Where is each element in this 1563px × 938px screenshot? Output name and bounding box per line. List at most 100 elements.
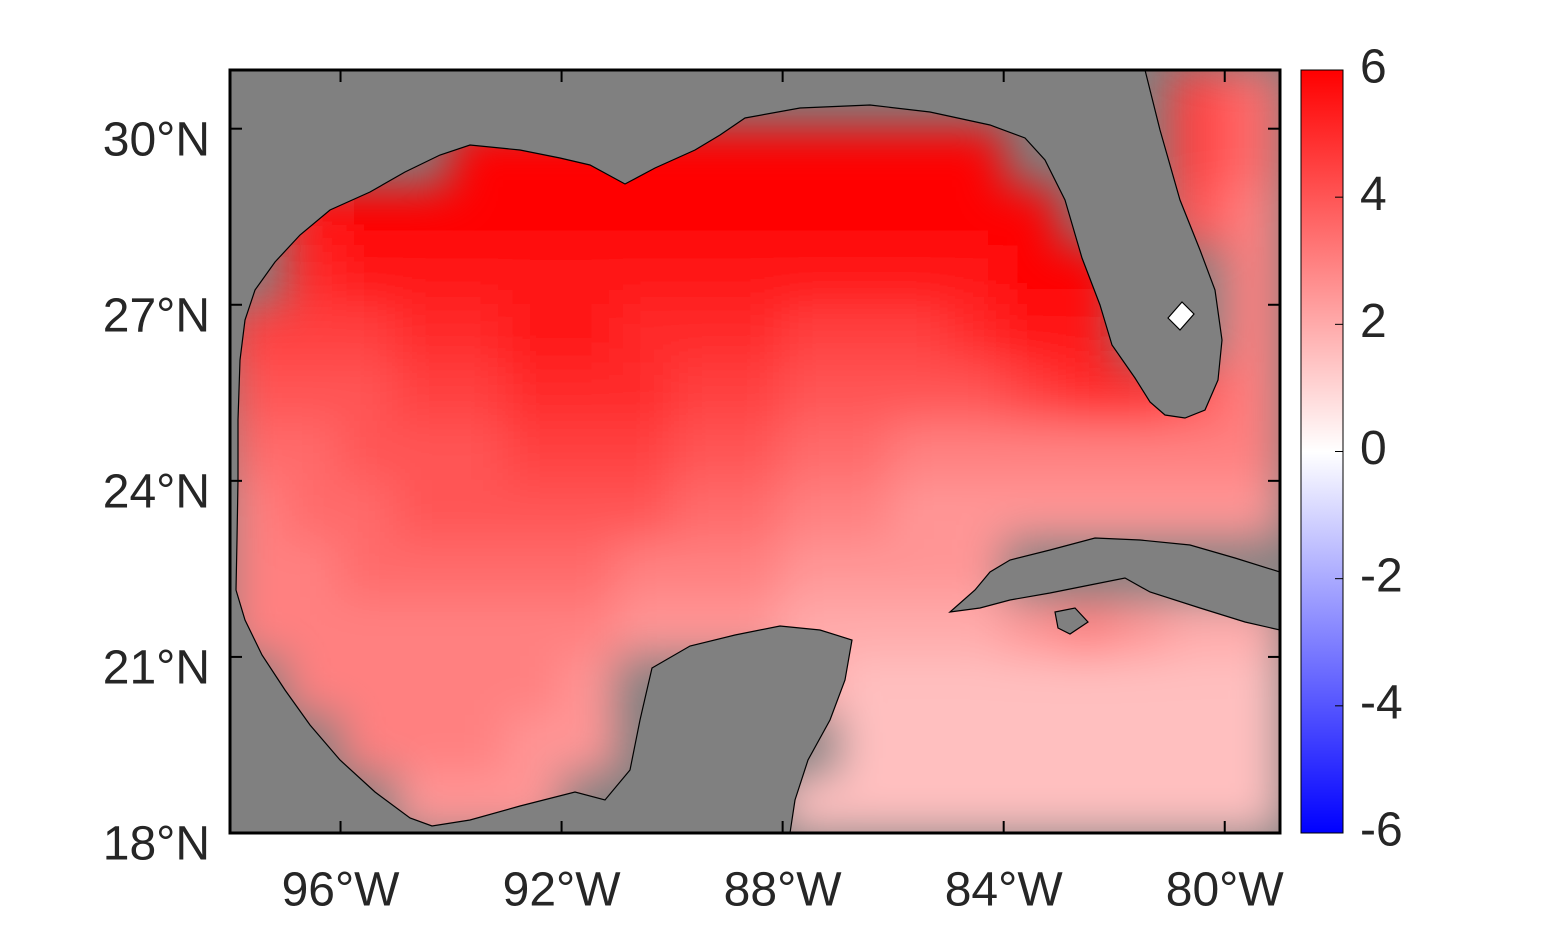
field-cell <box>394 655 453 717</box>
field-cell <box>1168 70 1226 130</box>
lake <box>1167 301 1195 331</box>
field-cell <box>450 186 508 248</box>
field-cell <box>450 479 508 541</box>
field-cell <box>892 655 950 717</box>
field-cell <box>1168 773 1226 833</box>
field-cell <box>1168 655 1226 717</box>
field-cell <box>1057 362 1116 424</box>
field-cell <box>947 421 1005 482</box>
field-cell <box>836 714 895 776</box>
colorbar-tick-label: 0 <box>1360 422 1387 475</box>
field-cell <box>1113 773 1171 833</box>
field-cell <box>1002 303 1060 365</box>
field-cell <box>560 362 618 424</box>
field-cell <box>836 773 895 833</box>
field-cell <box>505 421 563 482</box>
field-cell <box>230 538 287 600</box>
field-cell <box>560 538 618 600</box>
field-cell <box>505 597 563 658</box>
field-cell <box>781 479 839 541</box>
field-cell <box>1223 127 1280 189</box>
field-cell <box>671 245 729 306</box>
field-cell <box>1113 714 1171 776</box>
field-cell <box>947 127 1005 189</box>
field-cell <box>1002 245 1060 306</box>
field-cell <box>1002 655 1060 717</box>
field-cell <box>836 362 895 424</box>
field-cell <box>450 655 508 717</box>
field-cell <box>947 245 1005 306</box>
field-cell <box>394 421 453 482</box>
field-cell <box>1057 655 1116 717</box>
field-cell <box>892 773 950 833</box>
field-cell <box>1168 127 1226 189</box>
field-cell <box>1168 479 1226 541</box>
field-cell <box>284 597 342 658</box>
field-cell <box>892 597 950 658</box>
field-cell <box>1223 421 1280 482</box>
field-cell <box>836 245 895 306</box>
colorbar-tick-label: -6 <box>1360 804 1403 857</box>
field-cell <box>1057 421 1116 482</box>
field-cell <box>284 362 342 424</box>
field-cell <box>892 127 950 189</box>
field-cell <box>450 714 508 776</box>
field-cell <box>1168 714 1226 776</box>
field-cell <box>947 714 1005 776</box>
field-cell <box>1113 655 1171 717</box>
field-cell <box>726 127 784 189</box>
field-cell <box>1223 714 1280 776</box>
isle-of-youth <box>1054 607 1089 635</box>
field-cell <box>1057 773 1116 833</box>
field-cell <box>394 597 453 658</box>
field-cell <box>836 186 895 248</box>
field-cell <box>892 245 950 306</box>
field-cell <box>505 538 563 600</box>
field-cell <box>284 479 342 541</box>
field-cell <box>671 303 729 365</box>
field-cell <box>947 479 1005 541</box>
field-cell <box>726 362 784 424</box>
field-cell <box>615 362 674 424</box>
field-cell <box>394 362 453 424</box>
colorbar-tick-label: 4 <box>1360 168 1387 221</box>
field-cell <box>947 655 1005 717</box>
field-cell <box>1223 70 1280 130</box>
field-cell <box>615 479 674 541</box>
field-cell <box>394 714 453 776</box>
field-cell <box>505 479 563 541</box>
field-cell <box>505 655 563 717</box>
field-cell <box>781 303 839 365</box>
axes-frame <box>228 68 1282 835</box>
field-cell <box>1113 421 1171 482</box>
field-cell <box>892 421 950 482</box>
field-cell <box>615 303 674 365</box>
field-cell <box>1002 186 1060 248</box>
field-cell <box>726 186 784 248</box>
field-cell <box>671 421 729 482</box>
y-tick-label: 24°N <box>103 466 210 519</box>
field-cell <box>781 127 839 189</box>
y-tick-label: 30°N <box>103 113 210 166</box>
field-cell <box>892 362 950 424</box>
field-cell <box>339 421 397 482</box>
field-cell <box>505 714 563 776</box>
field-cell <box>726 421 784 482</box>
field-cell <box>560 597 618 658</box>
field-cell <box>892 303 950 365</box>
field-cell <box>450 303 508 365</box>
field-cell <box>394 303 453 365</box>
field-cell <box>394 538 453 600</box>
field-cell <box>671 186 729 248</box>
field-cell <box>339 479 397 541</box>
cuba <box>948 537 1280 631</box>
field-cell <box>1223 479 1280 541</box>
field-cell <box>560 655 618 717</box>
field-cell <box>615 597 674 658</box>
field-cell <box>1113 597 1171 658</box>
field-cell <box>671 362 729 424</box>
field-cell <box>284 303 342 365</box>
field-cell <box>450 538 508 600</box>
field-cell <box>781 362 839 424</box>
